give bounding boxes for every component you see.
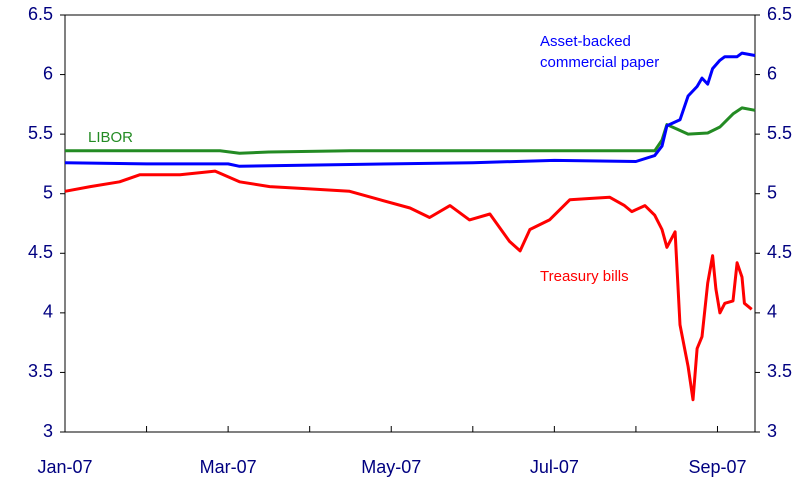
y2-tick-label: 4	[767, 302, 777, 322]
series-label: commercial paper	[540, 54, 659, 71]
series-line	[65, 106, 756, 155]
y-tick-label: 4.5	[28, 242, 53, 262]
y-tick-label: 6.5	[28, 4, 53, 24]
y-tick-label: 4	[43, 302, 53, 322]
y2-tick-label: 6	[767, 63, 777, 83]
y2-tick-label: 6.5	[767, 4, 792, 24]
series-line	[64, 51, 756, 168]
x-tick-label: Jul-07	[530, 457, 579, 477]
y2-tick-label: 4.5	[767, 242, 792, 262]
y-tick-label: 3	[43, 421, 53, 441]
y2-tick-label: 5	[767, 182, 777, 202]
plot-frame	[64, 14, 756, 433]
y2-tick-label: 3	[767, 421, 777, 441]
x-tick-label: May-07	[361, 457, 421, 477]
y2-tick-label: 3.5	[767, 361, 792, 381]
series-label: LIBOR	[88, 129, 133, 146]
y-tick-label: 3.5	[28, 361, 53, 381]
series-label: Treasury bills	[540, 268, 629, 285]
series-label: Asset-backed	[540, 33, 631, 50]
x-tick-label: Jan-07	[37, 457, 92, 477]
x-tick-label: Mar-07	[200, 457, 257, 477]
series-line	[64, 169, 753, 402]
y-tick-label: 5	[43, 182, 53, 202]
y-tick-label: 6	[43, 63, 53, 83]
y-tick-label: 5.5	[28, 123, 53, 143]
x-tick-label: Sep-07	[688, 457, 746, 477]
y2-tick-label: 5.5	[767, 123, 792, 143]
